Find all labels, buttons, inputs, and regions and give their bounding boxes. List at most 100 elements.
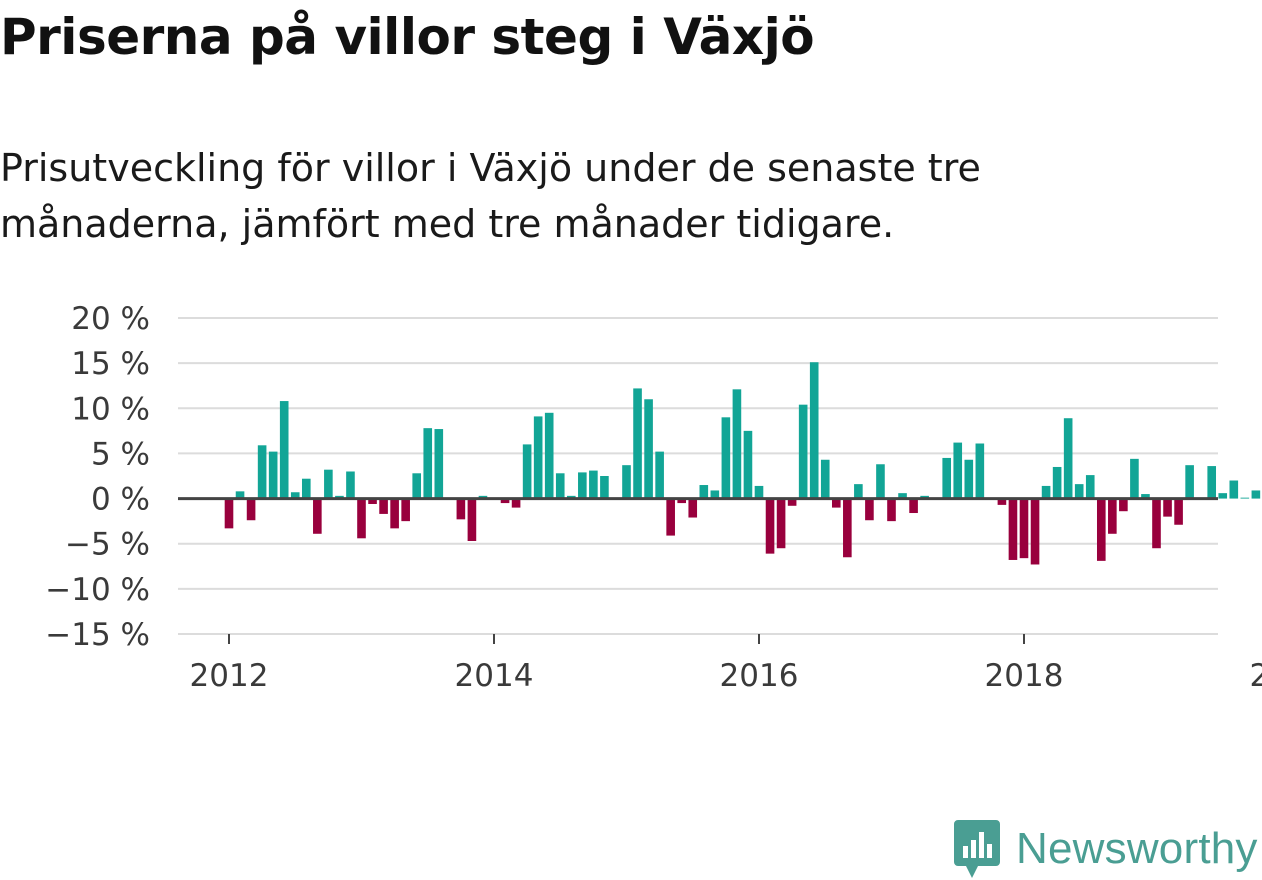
- bar: [368, 498, 377, 504]
- bar: [1019, 498, 1029, 559]
- bar: [809, 362, 819, 499]
- bar: [1008, 498, 1018, 560]
- brand-logo: Newsworthy: [952, 818, 1258, 880]
- bar: [346, 471, 355, 499]
- y-tick-label: −10 %: [45, 572, 150, 608]
- bar: [743, 430, 753, 499]
- bar: [1030, 498, 1040, 565]
- bar: [500, 498, 510, 504]
- x-tick-label: 2016: [720, 658, 799, 694]
- bar: [776, 498, 786, 549]
- bar: [412, 473, 422, 499]
- bar: [1074, 484, 1084, 499]
- bar: [434, 429, 444, 499]
- bar: [898, 493, 907, 499]
- bar: [1218, 493, 1228, 499]
- bar: [522, 444, 532, 499]
- bar: [633, 388, 642, 499]
- x-axis-ticks: 20122014201620182020202220242026: [190, 634, 1262, 694]
- bar: [224, 498, 234, 529]
- bar: [953, 442, 963, 499]
- bar: [268, 451, 278, 499]
- x-tick-label: 2012: [190, 658, 269, 694]
- chart-title: Priserna på villor steg i Växjö: [0, 8, 815, 66]
- bar: [1052, 466, 1062, 499]
- bar: [1163, 498, 1172, 517]
- bar: [942, 457, 952, 499]
- bar: [456, 498, 466, 520]
- y-tick-label: 20 %: [71, 301, 150, 337]
- bar-chart: −15 % −10 % −5 % 0 % 5 % 10 % 15 % 20 % 2012 201…: [45, 301, 1262, 694]
- bar: [732, 389, 742, 499]
- bar: [279, 401, 289, 499]
- bar: [589, 470, 598, 499]
- bar: [235, 491, 245, 499]
- y-tick-label: 15 %: [71, 346, 150, 382]
- bar: [975, 443, 985, 499]
- bar: [257, 445, 267, 499]
- bar: [533, 416, 543, 499]
- x-tick-label: 2018: [985, 658, 1064, 694]
- bar: [401, 498, 410, 522]
- bar: [511, 498, 521, 508]
- newsworthy-logo-icon: [954, 820, 1000, 878]
- bar: [1229, 480, 1239, 499]
- bar: [1119, 498, 1128, 512]
- bar: [677, 498, 687, 504]
- bar: [798, 404, 808, 499]
- bar: [578, 472, 587, 499]
- bar: [600, 476, 609, 499]
- bar: [1251, 490, 1261, 499]
- y-axis-ticks: −15 % −10 % −5 % 0 % 5 % 10 % 15 % 20 %: [45, 301, 150, 653]
- bar: [887, 498, 896, 522]
- bar: [699, 485, 709, 499]
- bar: [1207, 466, 1217, 499]
- bar: [787, 498, 797, 506]
- bar: [1108, 498, 1117, 534]
- bar: [379, 498, 388, 514]
- brand-name: Newsworthy: [1016, 824, 1258, 873]
- bar: [1085, 475, 1095, 499]
- bar: [831, 498, 841, 508]
- bar: [467, 498, 477, 541]
- bar: [909, 498, 918, 514]
- x-tick-label: 2014: [455, 658, 534, 694]
- bar: [1152, 498, 1161, 549]
- bar: [710, 490, 720, 499]
- bar: [544, 412, 554, 499]
- bars: [224, 362, 1261, 565]
- bar: [313, 498, 322, 534]
- bar: [555, 473, 565, 499]
- bar: [622, 465, 631, 499]
- bar: [290, 492, 300, 499]
- bar: [1141, 494, 1150, 499]
- bar: [357, 498, 366, 539]
- bar: [843, 498, 852, 558]
- y-tick-label: −15 %: [45, 617, 150, 653]
- bar: [1096, 498, 1106, 561]
- bar: [854, 484, 863, 499]
- bar: [655, 451, 664, 499]
- bar: [1174, 498, 1183, 525]
- bar: [1130, 458, 1139, 499]
- gridlines: [178, 317, 1218, 635]
- chart-subtitle: Prisutveckling för villor i Växjö under …: [0, 146, 981, 246]
- bar: [964, 459, 974, 499]
- x-tick-label: 2020: [1250, 658, 1262, 694]
- bar: [997, 498, 1007, 505]
- y-tick-label: 0 %: [91, 482, 150, 518]
- bar: [390, 498, 399, 529]
- bar: [301, 478, 311, 499]
- bar: [1063, 418, 1073, 499]
- bar: [865, 498, 874, 521]
- bar: [876, 464, 885, 499]
- bar: [1041, 485, 1051, 499]
- bar: [1240, 497, 1250, 499]
- y-tick-label: −5 %: [65, 527, 150, 563]
- bar: [1185, 465, 1194, 499]
- bar: [644, 399, 653, 499]
- bar: [688, 498, 698, 518]
- bar: [324, 469, 333, 499]
- bar: [423, 428, 433, 499]
- y-tick-label: 10 %: [71, 391, 150, 427]
